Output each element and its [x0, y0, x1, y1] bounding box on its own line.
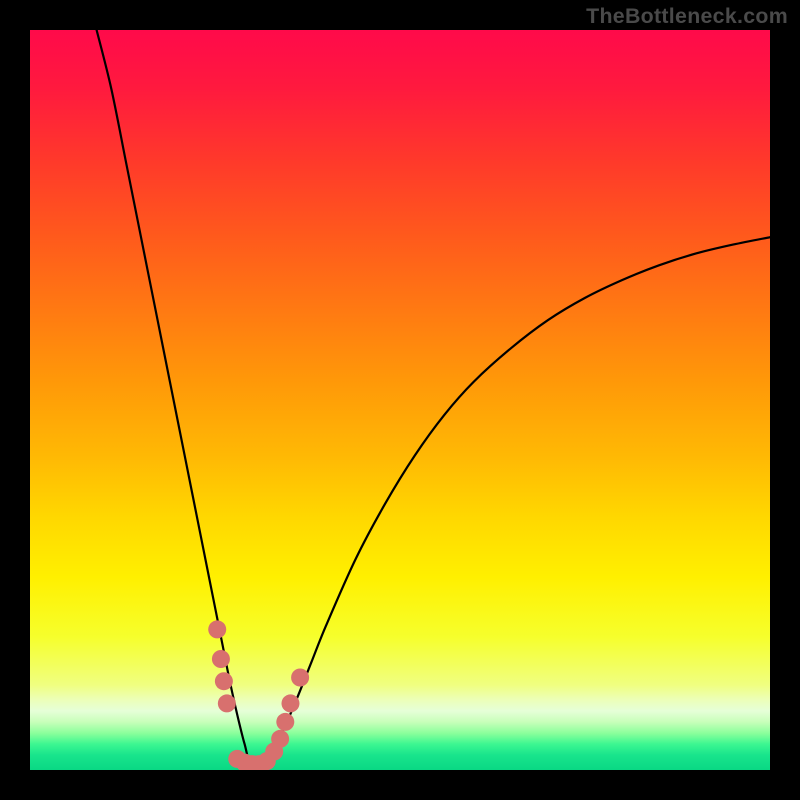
bottleneck-curve-chart — [0, 0, 800, 800]
gradient-background — [30, 30, 770, 770]
plot-area — [30, 30, 770, 773]
watermark-text: TheBottleneck.com — [586, 4, 788, 29]
data-marker — [271, 730, 289, 748]
data-marker — [276, 713, 294, 731]
data-marker — [218, 694, 236, 712]
data-marker — [291, 669, 309, 687]
data-marker — [212, 650, 230, 668]
data-marker — [215, 672, 233, 690]
stage: TheBottleneck.com — [0, 0, 800, 800]
data-marker — [208, 620, 226, 638]
data-marker — [281, 694, 299, 712]
